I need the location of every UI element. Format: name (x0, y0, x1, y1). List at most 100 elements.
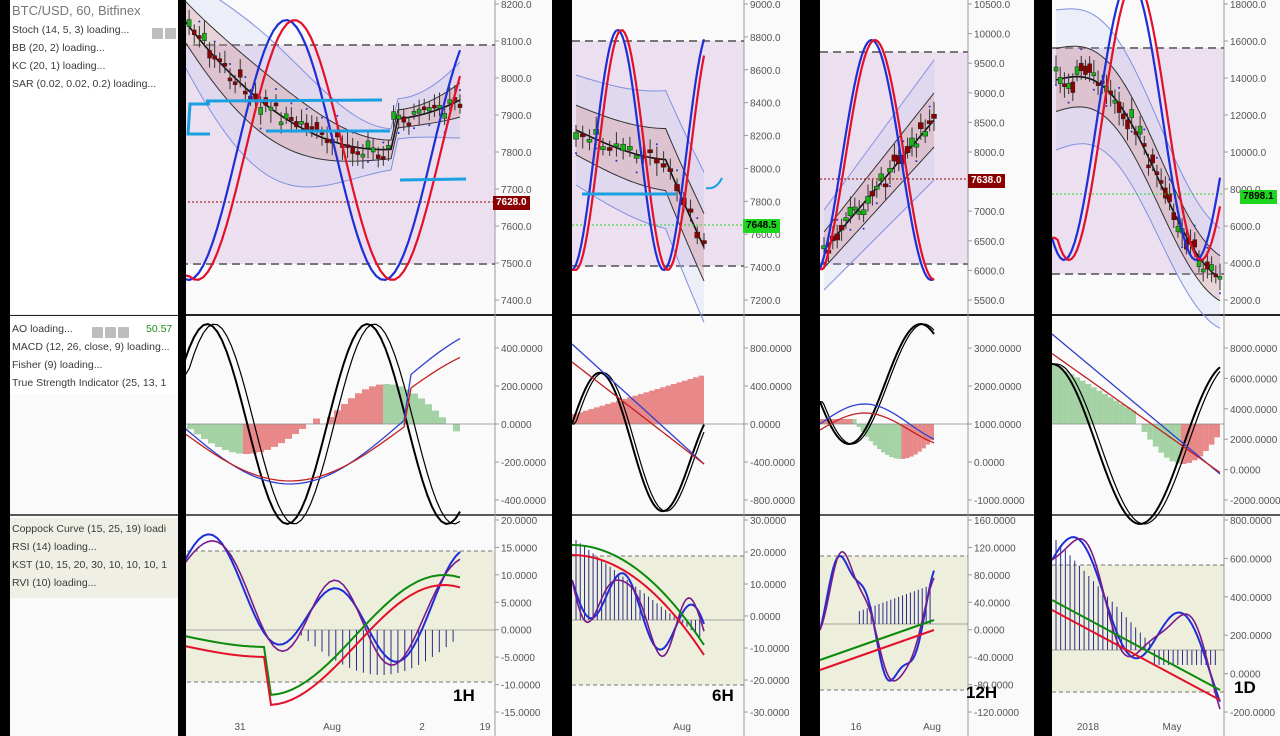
price-tick: 8800.0 (750, 33, 781, 44)
legend-rsi[interactable]: RSI (14) loading... (12, 541, 97, 553)
legend-coppock[interactable]: Coppock Curve (15, 25, 19) loadi (12, 523, 167, 535)
ao-icons[interactable] (92, 324, 131, 342)
legend-rvi[interactable]: RVI (10) loading... (12, 577, 97, 589)
candle (1133, 131, 1139, 135)
candle (217, 58, 223, 62)
gear-icon[interactable] (165, 28, 176, 40)
candle (1163, 187, 1168, 199)
ao-bar (278, 424, 285, 444)
ao-bar (877, 424, 882, 450)
ao-bar (1130, 410, 1136, 424)
legend-kst[interactable]: KST (10, 15, 20, 30, 10, 10, 10, 1 (12, 559, 168, 571)
sar-dot (1219, 292, 1221, 295)
sar-dot (397, 132, 400, 135)
ao-bar (1052, 364, 1058, 424)
candle (268, 106, 274, 111)
candle (186, 19, 192, 27)
sar-dot (1168, 178, 1171, 181)
ao-bar (208, 424, 215, 444)
candle (202, 32, 207, 42)
gear-icon[interactable] (105, 327, 116, 339)
legend-tsi[interactable]: True Strength Indicator (25, 13, 1 (12, 377, 167, 389)
momentum-tick: 15.0000 (501, 543, 538, 554)
kst-signal-line (820, 629, 935, 671)
candle (1137, 125, 1143, 135)
candle (1095, 82, 1101, 86)
price-tick: 7600.0 (750, 230, 781, 241)
fisher-line (820, 322, 935, 445)
chart-12h: 10500.010000.09500.09000.08500.08000.075… (820, 0, 1034, 736)
ao-bar (1085, 384, 1092, 424)
candle (1213, 273, 1219, 278)
rsi-line (1052, 536, 1221, 703)
candle (1196, 260, 1202, 267)
momentum-tick: 160.0000 (974, 516, 1016, 527)
ao-bar (313, 418, 320, 424)
ao-bar (397, 386, 404, 424)
candle (304, 122, 309, 131)
oscillator-pane (820, 317, 1034, 514)
rvi-line (179, 540, 461, 666)
price-tag-1d: 7898.1 (1240, 190, 1277, 204)
candle (411, 111, 417, 115)
candle (191, 29, 197, 35)
ao-bar (649, 390, 655, 424)
chart-6h: 9000.0 8800.0 8600.0 8400.0 8200.0 8000.0 7800… (572, 0, 800, 736)
ao-bar (341, 403, 348, 424)
legend-sar[interactable]: SAR (0.02, 0.02, 0.2) loading... (12, 78, 157, 90)
momentum-tick: 200.0000 (1230, 631, 1272, 642)
ao-bar (383, 384, 390, 424)
legend-fisher[interactable]: Fisher (9) loading... (12, 359, 103, 371)
ao-bar (632, 395, 638, 424)
momentum-tick: -80.0000 (974, 681, 1014, 692)
candle (447, 99, 453, 104)
eye-icon[interactable] (92, 327, 103, 339)
price-tick: 6500.0 (974, 237, 1005, 248)
candle (647, 149, 653, 153)
legend-macd[interactable]: MACD (12, 26, close, 9) loading... (12, 341, 170, 353)
sar-dot (198, 20, 201, 23)
candle (355, 151, 361, 155)
ao-bar (605, 404, 611, 424)
candle (573, 132, 579, 140)
fisher-line (179, 322, 461, 526)
sar-dot (290, 102, 293, 105)
momentum-tick: 120.0000 (974, 543, 1016, 554)
ao-bar (583, 410, 589, 424)
price-tick: 7400.0 (750, 263, 781, 274)
candle (1108, 90, 1113, 95)
ao-bar (292, 424, 299, 435)
candle (1074, 66, 1080, 75)
legend-ao[interactable]: AO loading... (12, 323, 73, 335)
candle (381, 156, 386, 160)
close-icon[interactable] (118, 327, 129, 339)
eye-icon[interactable] (152, 28, 163, 40)
candle (606, 147, 613, 151)
candle (1057, 77, 1063, 84)
keltner-lower (823, 146, 935, 269)
sar-dot (259, 127, 262, 130)
sar-dot (213, 40, 216, 43)
momentum-tick: 10.0000 (750, 580, 787, 591)
ao-bar (1080, 380, 1086, 424)
annotation-brace (186, 102, 210, 136)
ao-bar (1214, 424, 1220, 438)
settings-icons[interactable] (152, 25, 178, 43)
legend-kc[interactable]: KC (20, 1) loading... (12, 60, 106, 72)
sar-dot (1181, 246, 1184, 249)
candle (694, 231, 701, 239)
ao-bar (844, 419, 849, 424)
momentum-tick: 5.0000 (501, 598, 532, 609)
ao-bar (1158, 424, 1164, 453)
legend-mid-1h: AO loading... 50.57 MACD (12, 26, close,… (10, 318, 178, 394)
macd-signal-line (820, 412, 935, 444)
legend-bb[interactable]: BB (20, 2) loading... (12, 42, 105, 54)
candle (922, 131, 928, 137)
sar-dot (1118, 86, 1121, 89)
legend-stoch[interactable]: Stoch (14, 5, 3) loading... (12, 24, 130, 36)
oscillator-tick: 0.0000 (750, 420, 781, 431)
ao-bar (872, 424, 877, 446)
ao-bar (836, 419, 841, 424)
macd-signal-line (1052, 352, 1221, 474)
candle (904, 146, 911, 154)
